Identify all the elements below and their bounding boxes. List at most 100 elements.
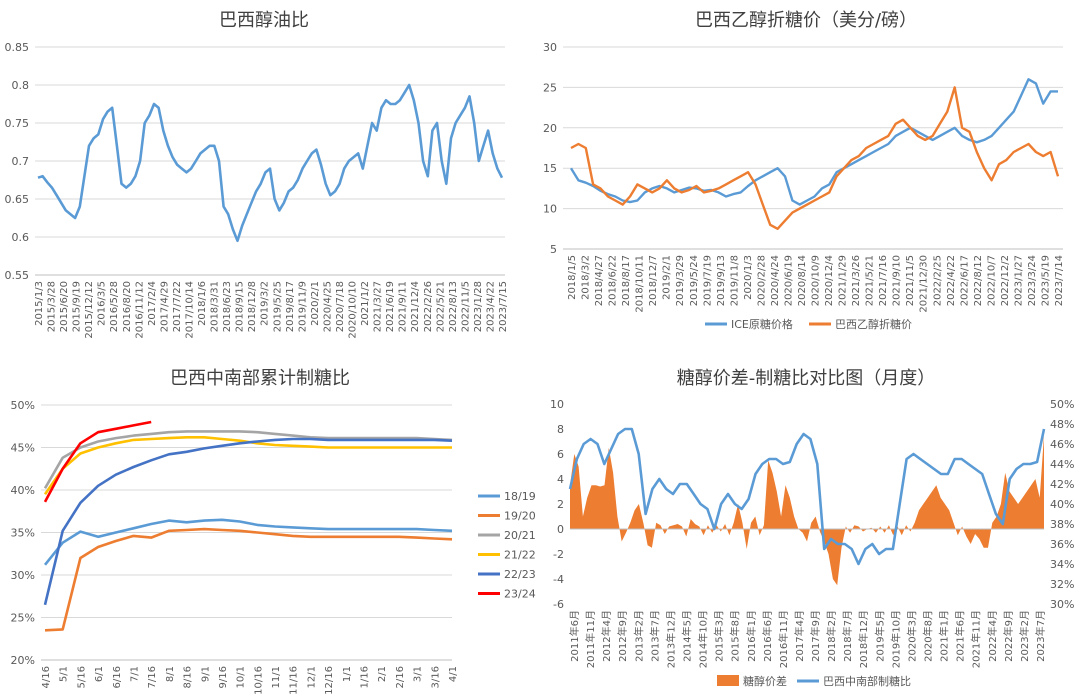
x-tick-label: 2023/1/28	[473, 281, 484, 332]
x-tick-label: 2021/12/30	[919, 255, 930, 313]
x-tick-label: 11/16	[289, 666, 300, 695]
series-line-ethanol-sugar-equivalent	[570, 86, 1060, 230]
y-tick-label: -4	[553, 573, 564, 586]
x-tick-label: 2015/6/20	[59, 281, 70, 332]
x-tick-label: 4/1	[448, 666, 459, 682]
y-tick-label: 0.65	[5, 193, 30, 206]
x-tick-label: 2020/6/19	[783, 255, 794, 306]
x-tick-label: 2022/6/17	[959, 255, 970, 306]
x-tick-label: 9/1	[200, 666, 211, 682]
legend-label: 18/19	[504, 490, 536, 503]
x-tick-label: 2017年9月	[809, 610, 822, 662]
x-tick-label: 2015/1/3	[34, 281, 45, 326]
x-tick-label: 6/16	[112, 666, 123, 688]
y-tick-label: 34%	[1050, 558, 1074, 571]
x-tick-label: 2023/7/14	[1054, 255, 1065, 306]
x-tick-label: 2021/9/11	[398, 281, 409, 332]
x-tick-label: 2019年10月	[889, 610, 902, 668]
series-line-21-22	[43, 436, 452, 496]
x-tick-label: 2022/8/13	[448, 281, 459, 332]
x-tick-label: 1/16	[360, 666, 371, 688]
series-line-23-24	[43, 420, 152, 503]
x-tick-label: 10/1	[236, 666, 247, 688]
x-tick-label: 5/16	[76, 666, 87, 688]
x-tick-label: 2021/3/26	[851, 255, 862, 306]
x-tick-label: 2023年2月	[1018, 610, 1031, 662]
x-tick-label: 5/1	[59, 666, 70, 682]
series-line-20-21	[43, 430, 453, 489]
y-tick-label: 20	[543, 122, 557, 135]
y-tick-label: 30%	[1050, 598, 1074, 611]
x-tick-label: 2014年5月	[680, 610, 693, 662]
y-tick-label: 46%	[1050, 438, 1074, 451]
x-tick-label: 2020/8/14	[797, 255, 808, 306]
x-tick-label: 2022/11/5	[460, 281, 471, 332]
chart-title: 巴西乙醇折糖价（美分/磅）	[695, 10, 917, 31]
x-tick-label: 2015/12/12	[84, 281, 95, 339]
x-tick-label: 2021年11月	[970, 610, 983, 668]
x-tick-label: 4/16	[41, 666, 52, 688]
x-tick-label: 2023/7/15	[498, 281, 509, 332]
x-tick-label: 2018/12/8	[247, 281, 258, 332]
x-tick-label: 2021/6/19	[385, 281, 396, 332]
x-tick-label: 2017/2/4	[147, 281, 158, 326]
x-tick-label: 2020/10/10	[348, 281, 359, 339]
x-tick-label: 7/16	[147, 666, 158, 688]
x-tick-label: 2016年6月	[761, 610, 774, 662]
x-tick-label: 2016/8/20	[122, 281, 133, 332]
y-tick-label: 0.7	[12, 155, 30, 168]
x-tick-label: 2018/1/5	[567, 255, 578, 300]
x-tick-label: 3/16	[430, 666, 441, 688]
x-tick-label: 2015/9/19	[72, 281, 83, 332]
x-tick-label: 2022/2/26	[423, 281, 434, 332]
legend-swatch	[717, 675, 739, 686]
x-tick-label: 2017年4月	[793, 610, 806, 662]
series-area-sugar-ethanol-spread	[570, 435, 1044, 586]
y-tick-label: 0.6	[12, 231, 30, 244]
x-tick-label: 2021/5/21	[865, 255, 876, 306]
x-tick-label: 12/1	[306, 666, 317, 688]
x-tick-label: 2018/6/22	[608, 255, 619, 306]
x-tick-label: 2013年7月	[648, 610, 661, 662]
y-tick-label: 10	[550, 398, 564, 411]
x-tick-label: 2022/8/12	[973, 255, 984, 306]
x-tick-label: 2016年1月	[745, 610, 758, 662]
x-tick-label: 2022年9月	[1002, 610, 1015, 662]
series-line-19-20	[44, 527, 453, 632]
x-tick-label: 2023/3/24	[1027, 255, 1038, 306]
x-tick-label: 2012年4月	[600, 610, 613, 662]
y-tick-label: 48%	[1050, 418, 1074, 431]
x-tick-label: 2020/1/3	[743, 255, 754, 300]
chart-panel-spread-vs-mix: 糖醇价差-制糖比对比图（月度） -6 -4 -2 0 2 4 6 8 10 30% 32% 34% 36…	[550, 368, 1074, 688]
x-tick-label: 2016/3/5	[97, 281, 108, 326]
x-tick-label: 2012年9月	[616, 610, 629, 662]
x-tick-label: 2023/5/19	[1040, 255, 1051, 306]
y-tick-label: 40%	[1050, 498, 1074, 511]
chart-title: 巴西中南部累计制糖比	[170, 368, 350, 389]
legend-label: 巴西乙醇折糖价	[835, 317, 912, 331]
chart-panel-ethanol-sugar-equivalent: 巴西乙醇折糖价（美分/磅） 5 10 15 20 25 30 2018/1/5 2018/3/…	[543, 10, 1065, 331]
x-tick-label: 2020/12/4	[824, 255, 835, 306]
y-tick-label: 0	[557, 523, 564, 536]
x-tick-label: 10/16	[253, 666, 264, 695]
y-tick-label: 44%	[1050, 458, 1074, 471]
x-tick-label: 2020/2/28	[756, 255, 767, 306]
y-tick-label: -6	[553, 598, 564, 611]
legend-label: 巴西中南部制糖比	[823, 674, 911, 688]
x-tick-label: 2022/2/25	[932, 255, 943, 306]
x-tick-label: 2021/1/29	[838, 255, 849, 306]
x-tick-label: 2020/4/24	[770, 255, 781, 306]
legend-label: 22/23	[504, 568, 536, 581]
x-tick-label: 2019/7/19	[702, 255, 713, 306]
x-tick-label: 2/16	[395, 666, 406, 688]
y-tick-label: 15	[543, 162, 557, 175]
x-tick-label: 2018/6/23	[222, 281, 233, 332]
x-tick-label: 2016/5/28	[109, 281, 120, 332]
x-tick-label: 2020年8月	[922, 610, 935, 662]
y-tick-label: 2	[557, 498, 564, 511]
x-tick-label: 2018/3/31	[210, 281, 221, 332]
x-tick-label: 2019/11/8	[729, 255, 740, 306]
x-tick-label: 2022/4/22	[946, 255, 957, 306]
y-tick-label: 32%	[1050, 578, 1074, 591]
